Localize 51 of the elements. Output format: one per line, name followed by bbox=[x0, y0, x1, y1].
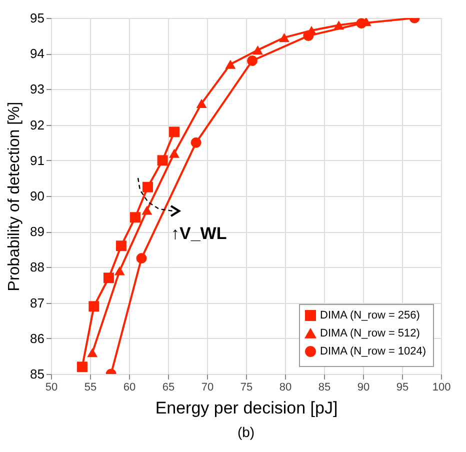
point bbox=[196, 98, 207, 108]
point bbox=[142, 206, 152, 215]
x-tick-label: 65 bbox=[162, 382, 175, 394]
x-tick-label: 85 bbox=[318, 382, 331, 394]
y-tick-label: 92 bbox=[30, 117, 44, 132]
x-tick-label: 70 bbox=[201, 382, 214, 394]
y-tick-label: 85 bbox=[30, 366, 44, 382]
annotation: ↑V_WL bbox=[171, 224, 227, 243]
legend-label: DIMA (N_row = 512) bbox=[320, 328, 420, 340]
legend-label: DIMA (N_row = 1024) bbox=[320, 346, 426, 358]
y-tick-label: 89 bbox=[30, 224, 44, 240]
y-tick-label: 94 bbox=[30, 46, 44, 62]
x-tick-label: 80 bbox=[279, 382, 292, 394]
y-tick-label: 86 bbox=[30, 330, 44, 346]
point bbox=[116, 240, 126, 252]
point bbox=[168, 126, 180, 138]
point bbox=[157, 155, 168, 166]
x-tick-label: 60 bbox=[123, 382, 136, 394]
y-tick-label: 93 bbox=[30, 82, 44, 97]
point bbox=[168, 148, 180, 158]
legend-label: DIMA (N_row = 256) bbox=[320, 310, 420, 322]
x-tick-label: 95 bbox=[396, 382, 409, 394]
x-axis-title: Energy per decision [pJ] bbox=[155, 398, 338, 418]
point bbox=[142, 182, 153, 192]
point bbox=[136, 253, 147, 264]
y-tick-label: 95 bbox=[30, 10, 44, 26]
point bbox=[103, 272, 114, 284]
point bbox=[356, 18, 367, 29]
point bbox=[88, 301, 100, 312]
y-tick-label: 90 bbox=[30, 188, 44, 204]
point bbox=[252, 46, 263, 55]
point bbox=[246, 55, 258, 66]
point bbox=[130, 212, 140, 223]
point bbox=[87, 348, 98, 358]
y-tick-label: 91 bbox=[30, 152, 44, 168]
text: (b) bbox=[237, 424, 255, 440]
x-tick-label: 55 bbox=[84, 382, 97, 394]
point bbox=[334, 20, 344, 30]
y-tick-label: 88 bbox=[30, 260, 44, 275]
x-tick-label: 50 bbox=[45, 382, 58, 394]
y-axis-title: Probability of detection [%] bbox=[6, 102, 24, 292]
point bbox=[114, 266, 125, 276]
point bbox=[278, 33, 290, 42]
x-tick-label: 90 bbox=[357, 382, 370, 394]
y-tick-label: 87 bbox=[30, 295, 44, 310]
point bbox=[76, 362, 88, 372]
x-tick-label: 100 bbox=[432, 382, 451, 394]
point bbox=[303, 30, 314, 42]
point bbox=[225, 60, 236, 69]
point bbox=[190, 137, 202, 148]
x-tick-label: 75 bbox=[240, 382, 253, 394]
